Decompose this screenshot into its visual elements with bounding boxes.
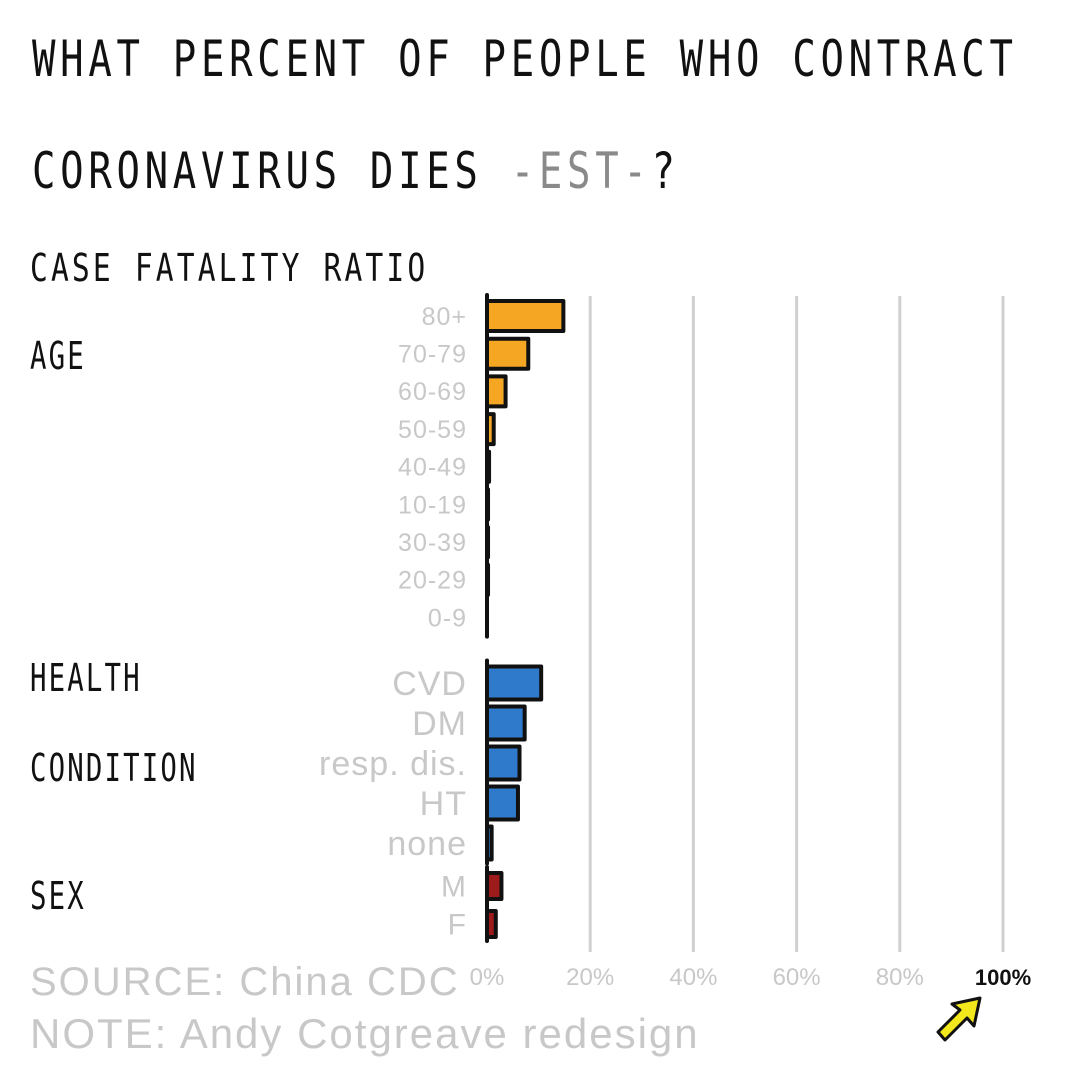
category-label-age: 60-69 bbox=[398, 378, 467, 406]
category-label-age: 0-9 bbox=[428, 604, 467, 632]
source-note: SOURCE: China CDC bbox=[30, 960, 460, 1004]
category-label-age: 70-79 bbox=[398, 340, 467, 368]
chart-title-main: CORONAVIRUS DIES bbox=[32, 142, 483, 200]
bar-sex bbox=[485, 871, 504, 901]
bar-sex bbox=[485, 909, 498, 939]
chart-title-qmark: ? bbox=[651, 142, 680, 200]
category-label-sex: F bbox=[448, 909, 467, 942]
category-label-health: resp. dis. bbox=[319, 745, 467, 783]
group-label-health-line-1: HEALTH bbox=[30, 656, 142, 700]
x-tick-label: 40% bbox=[669, 964, 717, 991]
category-label-age: 40-49 bbox=[398, 454, 467, 482]
x-tick-label: 80% bbox=[876, 964, 924, 991]
category-label-age: 20-29 bbox=[398, 567, 467, 595]
arrow-up-right-icon bbox=[936, 996, 982, 1042]
category-label-age: 10-19 bbox=[398, 491, 467, 519]
bar-age bbox=[485, 487, 491, 522]
chart-title-est: -EST- bbox=[510, 142, 652, 200]
x-tick-label: 100% bbox=[975, 965, 1031, 990]
redesign-note: NOTE: Andy Cotgreave redesign bbox=[30, 1010, 700, 1057]
category-label-health: DM bbox=[412, 705, 467, 743]
x-tick-label: 0% bbox=[470, 964, 505, 991]
bar-health bbox=[485, 744, 522, 782]
bar-health bbox=[485, 704, 527, 742]
category-label-age: 80+ bbox=[422, 303, 467, 331]
x-tick-label: 60% bbox=[773, 964, 821, 991]
bar-health bbox=[485, 664, 544, 702]
bar-health bbox=[485, 784, 520, 822]
bar-age bbox=[485, 562, 491, 597]
category-label-sex: M bbox=[441, 871, 467, 904]
bar-health bbox=[485, 824, 494, 862]
bar-age bbox=[485, 412, 496, 447]
group-label-age: AGE bbox=[30, 334, 86, 378]
category-label-age: 30-39 bbox=[398, 529, 467, 557]
category-label-age: 50-59 bbox=[398, 416, 467, 444]
bar-age bbox=[485, 336, 531, 371]
bar-age bbox=[485, 525, 491, 560]
bar-age bbox=[485, 299, 566, 333]
chart-title-line-1: WHAT PERCENT OF PEOPLE WHO CONTRACT bbox=[32, 30, 1018, 88]
category-label-health: CVD bbox=[392, 665, 467, 703]
category-label-health: none bbox=[387, 825, 467, 863]
group-label-sex: SEX bbox=[30, 874, 86, 918]
category-label-health: HT bbox=[420, 785, 467, 823]
group-label-health-line-2: CONDITION bbox=[30, 746, 198, 790]
chart-title-line-2: CORONAVIRUS DIES -EST-? bbox=[32, 142, 680, 200]
x-tick-label: 20% bbox=[566, 964, 614, 991]
chart-subtitle: CASE FATALITY RATIO bbox=[30, 246, 429, 290]
bar-age bbox=[485, 449, 492, 484]
bar-age bbox=[485, 374, 508, 409]
